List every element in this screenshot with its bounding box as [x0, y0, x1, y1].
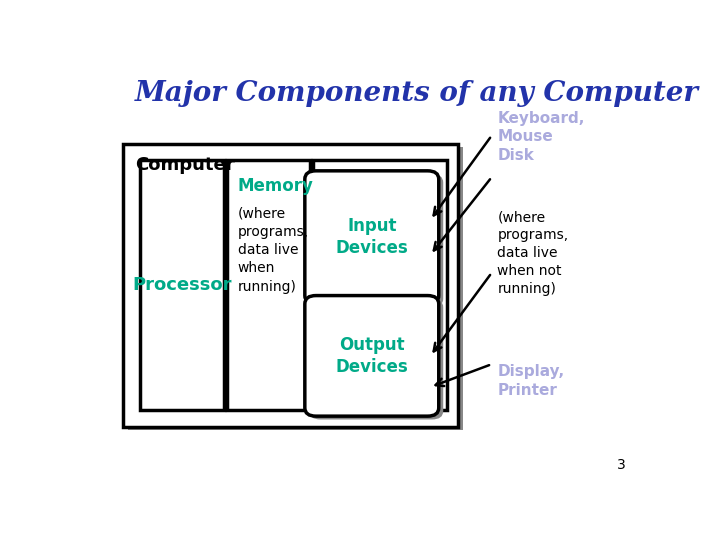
Text: Input
Devices: Input Devices	[336, 217, 408, 258]
FancyBboxPatch shape	[305, 295, 438, 416]
FancyBboxPatch shape	[140, 160, 224, 410]
FancyBboxPatch shape	[305, 171, 438, 304]
Text: (where
programs,
data live
when not
running): (where programs, data live when not runn…	[498, 210, 569, 296]
FancyBboxPatch shape	[227, 160, 310, 410]
Text: 3: 3	[617, 458, 626, 472]
FancyBboxPatch shape	[310, 174, 444, 307]
Text: Major Components of any Computer: Major Components of any Computer	[135, 80, 698, 107]
Text: Computer: Computer	[135, 156, 234, 174]
Text: Output
Devices: Output Devices	[336, 336, 408, 376]
FancyBboxPatch shape	[313, 160, 447, 410]
Text: Keyboard,
Mouse
Disk: Keyboard, Mouse Disk	[498, 111, 585, 163]
FancyBboxPatch shape	[124, 144, 458, 427]
FancyBboxPatch shape	[128, 147, 463, 430]
Text: Display,
Printer: Display, Printer	[498, 364, 564, 398]
Text: Processor: Processor	[132, 276, 232, 294]
Text: (where
programs,
data live
when
running): (where programs, data live when running)	[238, 206, 309, 294]
FancyBboxPatch shape	[310, 299, 444, 420]
Text: Memory: Memory	[238, 177, 314, 195]
